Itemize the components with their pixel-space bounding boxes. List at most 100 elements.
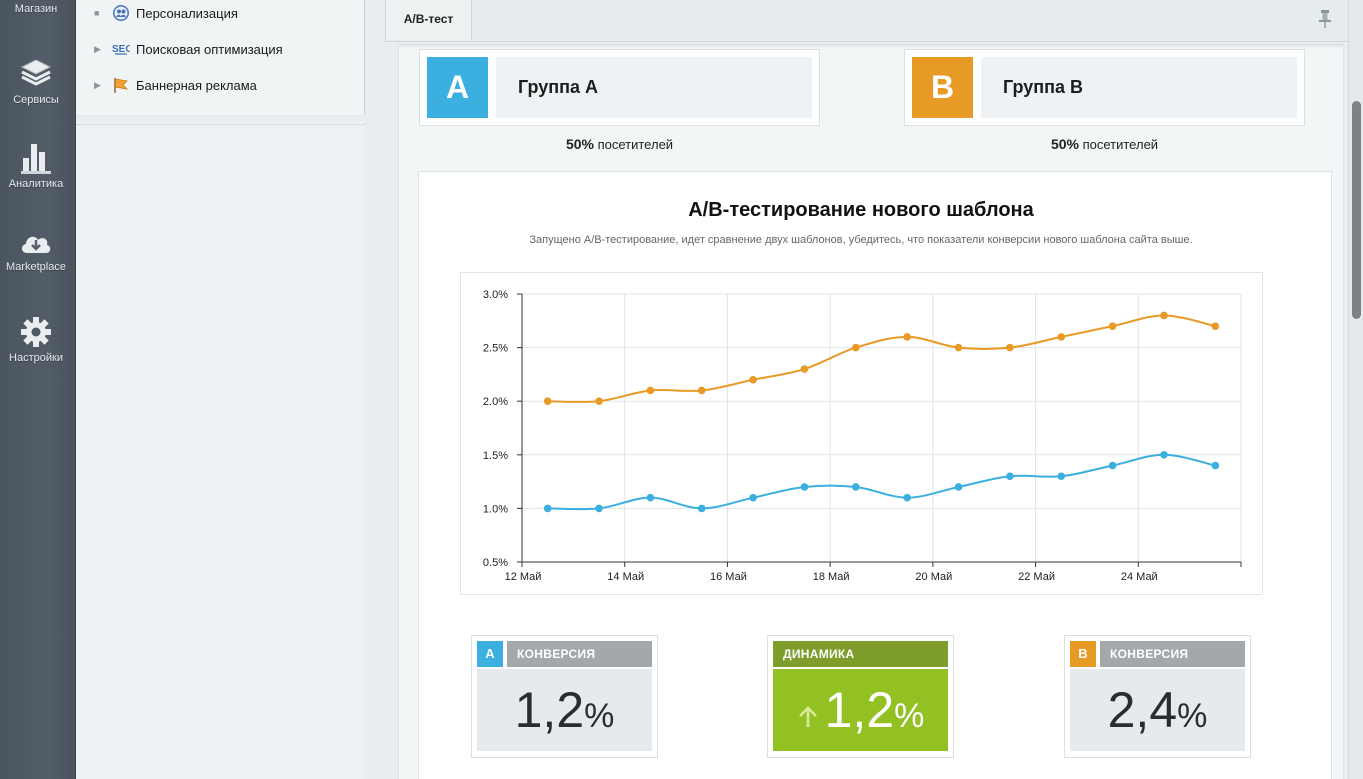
group-b-share-value: 50% [1050, 136, 1079, 152]
rail-item-marketplace[interactable]: Marketplace [0, 229, 72, 273]
tree-item-label: Персонализация [136, 5, 238, 21]
data-point [543, 397, 552, 405]
stat-b-value: 2,4 [1107, 682, 1178, 738]
chart-title: A/B-тестирование нового шаблона [688, 199, 1034, 221]
section-tree: ■ Персонализация ▶ SEO Поисковая оптимиз… [76, 0, 365, 779]
main-area: A/B-тест A Группа А 50% посетителей B Гр… [365, 0, 1363, 779]
bullet-icon: ■ [94, 8, 100, 18]
group-b-share-label: посетителей [1082, 137, 1159, 152]
expand-arrow-icon[interactable]: ▶ [94, 79, 101, 90]
expand-arrow-icon[interactable]: ▶ [94, 43, 101, 54]
data-point [1160, 311, 1168, 320]
rail-item-label: Marketplace [6, 261, 66, 273]
banner-flag-icon [114, 78, 129, 93]
x-tick-label: 12 Май [505, 571, 542, 583]
data-point [1211, 461, 1220, 470]
tree-item-personalization[interactable]: ■ Персонализация [94, 3, 238, 23]
rail-item-services[interactable]: Сервисы [0, 56, 72, 106]
stat-b-badge: B [1070, 641, 1096, 667]
data-point [646, 386, 655, 395]
stat-a-header: КОНВЕРСИЯ [507, 641, 652, 667]
tree-item-label: Поисковая оптимизация [136, 41, 283, 57]
y-tick-label: 1.0% [483, 503, 508, 515]
data-point [595, 397, 603, 405]
data-point [1160, 451, 1168, 459]
scrollbar-thumb[interactable] [1352, 101, 1361, 319]
chart-panel: A/B-тестирование нового шаблона Запущено… [418, 171, 1332, 779]
stat-dynamics-header: ДИНАМИКА [773, 641, 948, 667]
y-tick-label: 3.0% [483, 289, 508, 301]
stat-conversion-a: A КОНВЕРСИЯ 1,2% [471, 635, 658, 758]
data-point [749, 493, 757, 502]
rail-item-settings[interactable]: Настройки [0, 316, 72, 364]
seo-icon: SEO [112, 44, 130, 55]
x-tick-label: 20 Май [915, 571, 952, 583]
stat-a-unit: % [584, 697, 615, 735]
rail-item-label: Сервисы [13, 94, 59, 106]
rail-item-analytics[interactable]: Аналитика [0, 142, 72, 190]
layers-icon [20, 59, 52, 86]
cloud-download-icon [21, 236, 51, 253]
ab-test-content: A Группа А 50% посетителей B Группа В 50… [398, 44, 1344, 779]
tree-item-banner-ads[interactable]: ▶ Баннерная реклама [94, 75, 257, 95]
personalization-icon [113, 5, 129, 21]
group-b-card: B Группа В [904, 49, 1305, 126]
gear-icon [21, 317, 51, 347]
data-point [903, 493, 911, 502]
data-point [1211, 322, 1220, 330]
stat-dynamics-value: 1,2 [824, 682, 895, 738]
vertical-scrollbar[interactable] [1348, 0, 1363, 779]
data-point [646, 493, 655, 502]
y-tick-label: 2.0% [483, 396, 508, 408]
group-a-share-value: 50% [565, 136, 594, 152]
stat-a-badge: A [477, 641, 503, 667]
stat-conversion-b: B КОНВЕРСИЯ 2,4% [1064, 635, 1251, 758]
group-b-letter: B [912, 57, 973, 118]
data-point [800, 365, 809, 373]
stat-b-unit: % [1177, 697, 1208, 735]
x-tick-label: 14 Май [607, 571, 644, 583]
stat-a-value-box: 1,2% [477, 669, 652, 751]
data-point [852, 483, 860, 491]
data-point [800, 483, 809, 491]
data-point [697, 386, 706, 395]
conversion-line-chart: 3.0% 2.5% 2.0% 1.5% 1.0% 0.5% 12 Май 14 Май 16 М… [483, 289, 1242, 583]
bar-chart-icon [21, 144, 51, 174]
pin-icon[interactable] [1318, 9, 1332, 29]
x-tick-label: 16 Май [710, 571, 747, 583]
group-b-share: 50% посетителей [904, 136, 1305, 152]
rail-item-store[interactable]: Магазин [0, 3, 72, 15]
svg-text:SEO: SEO [112, 44, 130, 55]
data-point [954, 343, 963, 352]
x-tick-label: 22 Май [1018, 571, 1055, 583]
stat-a-value: 1,2 [514, 682, 585, 738]
data-point [595, 504, 603, 513]
data-point [1006, 472, 1014, 481]
group-a-card: A Группа А [419, 49, 820, 126]
stat-b-header: КОНВЕРСИЯ [1100, 641, 1245, 667]
tab-bar: A/B-тест [385, 0, 1348, 42]
data-point [749, 375, 757, 384]
stat-dynamics-value-box: 1,2% [773, 669, 948, 751]
x-tick-label: 24 Май [1121, 571, 1158, 583]
tree-item-seo[interactable]: ▶ SEO Поисковая оптимизация [94, 39, 283, 59]
group-a-share-label: посетителей [597, 137, 674, 152]
group-a-share: 50% посетителей [419, 136, 820, 152]
group-a-letter: A [427, 57, 488, 118]
y-tick-label: 2.5% [483, 343, 508, 355]
data-point [1108, 322, 1117, 330]
y-tick-label: 0.5% [483, 557, 508, 569]
data-point [1057, 333, 1066, 341]
data-point [1006, 343, 1014, 352]
series-line-1 [547, 453, 1216, 511]
data-point [1057, 472, 1066, 481]
stat-b-value-box: 2,4% [1070, 669, 1245, 751]
data-point [697, 504, 706, 513]
y-tick-label: 1.5% [483, 450, 508, 462]
data-point [903, 333, 911, 341]
chart-frame: 3.0% 2.5% 2.0% 1.5% 1.0% 0.5% 12 Май 14 Май 16 М… [460, 272, 1263, 595]
data-point [1108, 461, 1117, 470]
rail-item-label: Настройки [9, 352, 63, 364]
arrow-up-icon [798, 706, 817, 727]
tab-ab-test[interactable]: A/B-тест [385, 0, 472, 40]
